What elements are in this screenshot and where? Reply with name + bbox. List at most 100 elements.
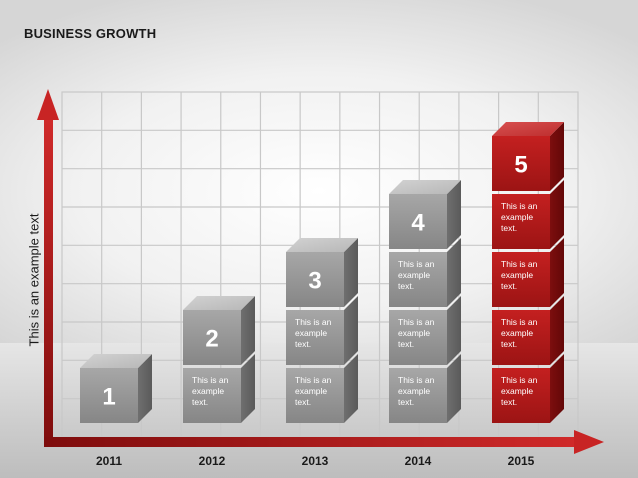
cube-top (389, 180, 461, 194)
cube-text-line: example (398, 270, 430, 280)
cube-side (550, 238, 564, 307)
x-ticks: 2011 2012 2013 2014 2015 (96, 454, 535, 468)
cube-text-line: This is an (192, 375, 229, 385)
cube-text: This is an example text. (295, 317, 332, 349)
cube-text-line: This is an (501, 317, 538, 327)
cube: This is an example text. (492, 296, 564, 365)
x-axis-arrow (574, 430, 604, 454)
cube-front (389, 252, 447, 307)
bar-2014: This is an example text.This is an example t… (389, 180, 461, 423)
cube-text-line: text. (398, 281, 414, 291)
cube-front (183, 310, 241, 365)
cube-side (447, 180, 461, 249)
cube-side (447, 296, 461, 365)
cube-text-line: text. (398, 397, 414, 407)
cube: 5 (492, 122, 564, 191)
cube-top (183, 296, 255, 310)
cube: This is an example text. (389, 296, 461, 365)
cube-side (550, 122, 564, 191)
cube-text-line: text. (501, 223, 517, 233)
cube-side (344, 354, 358, 423)
cube-text-line: This is an (501, 259, 538, 269)
cube: This is an example text. (492, 354, 564, 423)
cube-side (447, 354, 461, 423)
cube-front (286, 252, 344, 307)
cube-text-line: This is an (501, 375, 538, 385)
cube-front (183, 368, 241, 423)
x-tick-label: 2014 (405, 454, 432, 468)
cube-side (241, 296, 255, 365)
cube-text: This is an example text. (398, 375, 435, 407)
cube: This is an example text. (183, 354, 255, 423)
cube: This is an example text. (389, 238, 461, 307)
cube-text: This is an example text. (501, 201, 538, 233)
cube-text-line: example (501, 212, 533, 222)
cube-text-line: example (398, 328, 430, 338)
cube-side (344, 238, 358, 307)
cube-text-line: text. (501, 397, 517, 407)
cube-text-line: This is an (295, 317, 332, 327)
cube: 2 (183, 296, 255, 365)
cube-front (286, 310, 344, 365)
x-tick-label: 2015 (508, 454, 535, 468)
cube-text: This is an example text. (398, 259, 435, 291)
cube-front (492, 136, 550, 191)
bar-value-label: 5 (514, 152, 527, 179)
cube: This is an example text. (492, 238, 564, 307)
bar-2011: 1 (80, 354, 152, 423)
cube-top (80, 354, 152, 368)
cube-front (286, 368, 344, 423)
cube-text-line: example (398, 386, 430, 396)
cube-text-line: This is an (295, 375, 332, 385)
cube-side (550, 296, 564, 365)
cube: This is an example text. (389, 354, 461, 423)
cube-text: This is an example text. (501, 259, 538, 291)
bar-value-label: 3 (308, 268, 321, 295)
bar-value-label: 1 (102, 384, 115, 411)
cube: This is an example text. (492, 180, 564, 249)
cube-front (492, 368, 550, 423)
cube-text: This is an example text. (501, 317, 538, 349)
cube-side (344, 296, 358, 365)
cube-text-line: example (501, 328, 533, 338)
axes (37, 89, 604, 454)
x-tick-label: 2012 (199, 454, 226, 468)
cube-text-line: example (295, 328, 327, 338)
bar-value-label: 2 (205, 326, 218, 353)
cube-front (80, 368, 138, 423)
cube-text-line: This is an (398, 317, 435, 327)
cube-text-line: text. (192, 397, 208, 407)
cube-text-line: example (501, 270, 533, 280)
cube: 4 (389, 180, 461, 249)
cube: 3 (286, 238, 358, 307)
x-tick-label: 2013 (302, 454, 329, 468)
cube-text-line: example (295, 386, 327, 396)
cube-side (241, 354, 255, 423)
cube: 1 (80, 354, 152, 423)
cube-text-line: text. (501, 281, 517, 291)
cube-front (492, 194, 550, 249)
cube-top (492, 122, 564, 136)
cube-front (492, 310, 550, 365)
cube-text-line: text. (295, 397, 311, 407)
cube-text-line: text. (398, 339, 414, 349)
y-axis-line (44, 118, 53, 447)
cube: This is an example text. (286, 296, 358, 365)
cube-text-line: This is an (398, 259, 435, 269)
cube-front (389, 194, 447, 249)
bar-2012: This is an example text. 2 (183, 296, 255, 423)
cube-text-line: This is an (398, 375, 435, 385)
chart-title: BUSINESS GROWTH (24, 26, 157, 41)
cube-text: This is an example text. (501, 375, 538, 407)
cube-text: This is an example text. (295, 375, 332, 407)
cube-text-line: example (192, 386, 224, 396)
cube-text-line: text. (501, 339, 517, 349)
bar-2013: This is an example text.This is an example t… (286, 238, 358, 423)
cube-text-line: This is an (501, 201, 538, 211)
bar-2015: This is an example text.This is an example t… (492, 122, 564, 423)
cube-front (389, 310, 447, 365)
x-axis-line (44, 437, 576, 447)
cube-text-line: example (501, 386, 533, 396)
